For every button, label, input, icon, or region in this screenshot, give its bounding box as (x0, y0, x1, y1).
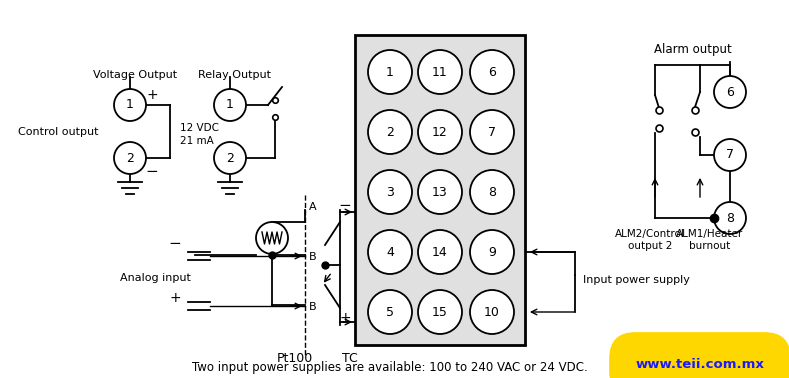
Text: ALM1/Heater
burnout: ALM1/Heater burnout (676, 229, 743, 251)
Text: 7: 7 (726, 149, 734, 161)
Text: 1: 1 (126, 99, 134, 112)
Text: 1: 1 (226, 99, 234, 112)
Circle shape (418, 50, 462, 94)
Text: Alarm output: Alarm output (654, 43, 732, 56)
Text: 6: 6 (488, 65, 496, 79)
Circle shape (368, 230, 412, 274)
Text: Control output: Control output (18, 127, 99, 137)
Text: 3: 3 (386, 186, 394, 198)
Circle shape (470, 170, 514, 214)
Text: 2: 2 (126, 152, 134, 164)
Circle shape (470, 50, 514, 94)
Bar (355, 35, 525, 345)
Text: Input power supply: Input power supply (583, 275, 690, 285)
Text: 14: 14 (432, 245, 448, 259)
Circle shape (418, 230, 462, 274)
Text: Two input power supplies are available: 100 to 240 VAC or 24 VDC.: Two input power supplies are available: … (193, 361, 588, 375)
Circle shape (418, 110, 462, 154)
Text: 5: 5 (386, 305, 394, 319)
Text: www.teii.com.mx: www.teii.com.mx (636, 358, 765, 372)
Text: 2: 2 (386, 125, 394, 138)
Circle shape (256, 222, 288, 254)
Text: 11: 11 (432, 65, 448, 79)
Text: 7: 7 (488, 125, 496, 138)
Circle shape (368, 290, 412, 334)
Circle shape (368, 50, 412, 94)
Text: B: B (309, 252, 316, 262)
Text: Analog input: Analog input (120, 273, 190, 283)
Text: −: − (146, 164, 159, 180)
Circle shape (470, 230, 514, 274)
Circle shape (470, 110, 514, 154)
Circle shape (418, 170, 462, 214)
Text: 13: 13 (432, 186, 448, 198)
Text: +: + (146, 88, 158, 102)
Circle shape (368, 170, 412, 214)
Text: 9: 9 (488, 245, 496, 259)
Circle shape (418, 290, 462, 334)
Text: 8: 8 (488, 186, 496, 198)
Circle shape (470, 290, 514, 334)
Circle shape (214, 142, 246, 174)
Text: 8: 8 (726, 212, 734, 225)
Text: +: + (339, 311, 351, 325)
Text: 2: 2 (226, 152, 234, 164)
Text: Voltage Output: Voltage Output (93, 70, 177, 80)
Text: 15: 15 (432, 305, 448, 319)
Text: 10: 10 (484, 305, 500, 319)
Circle shape (114, 89, 146, 121)
Circle shape (714, 76, 746, 108)
Text: A: A (309, 202, 316, 212)
Text: 6: 6 (726, 85, 734, 99)
Circle shape (214, 89, 246, 121)
Circle shape (368, 110, 412, 154)
Text: +: + (169, 291, 181, 305)
Text: TC: TC (342, 352, 358, 364)
Text: −: − (169, 235, 181, 251)
Text: −: − (338, 197, 351, 212)
Text: 12: 12 (432, 125, 448, 138)
Circle shape (714, 139, 746, 171)
Text: 12 VDC: 12 VDC (180, 123, 219, 133)
Text: Relay Output: Relay Output (199, 70, 271, 80)
Text: 21 mA: 21 mA (180, 136, 214, 146)
Text: Pt100: Pt100 (277, 352, 313, 364)
Text: B: B (309, 302, 316, 312)
Circle shape (114, 142, 146, 174)
Text: 1: 1 (386, 65, 394, 79)
Text: ALM2/Control
output 2: ALM2/Control output 2 (615, 229, 685, 251)
Text: 4: 4 (386, 245, 394, 259)
Circle shape (714, 202, 746, 234)
